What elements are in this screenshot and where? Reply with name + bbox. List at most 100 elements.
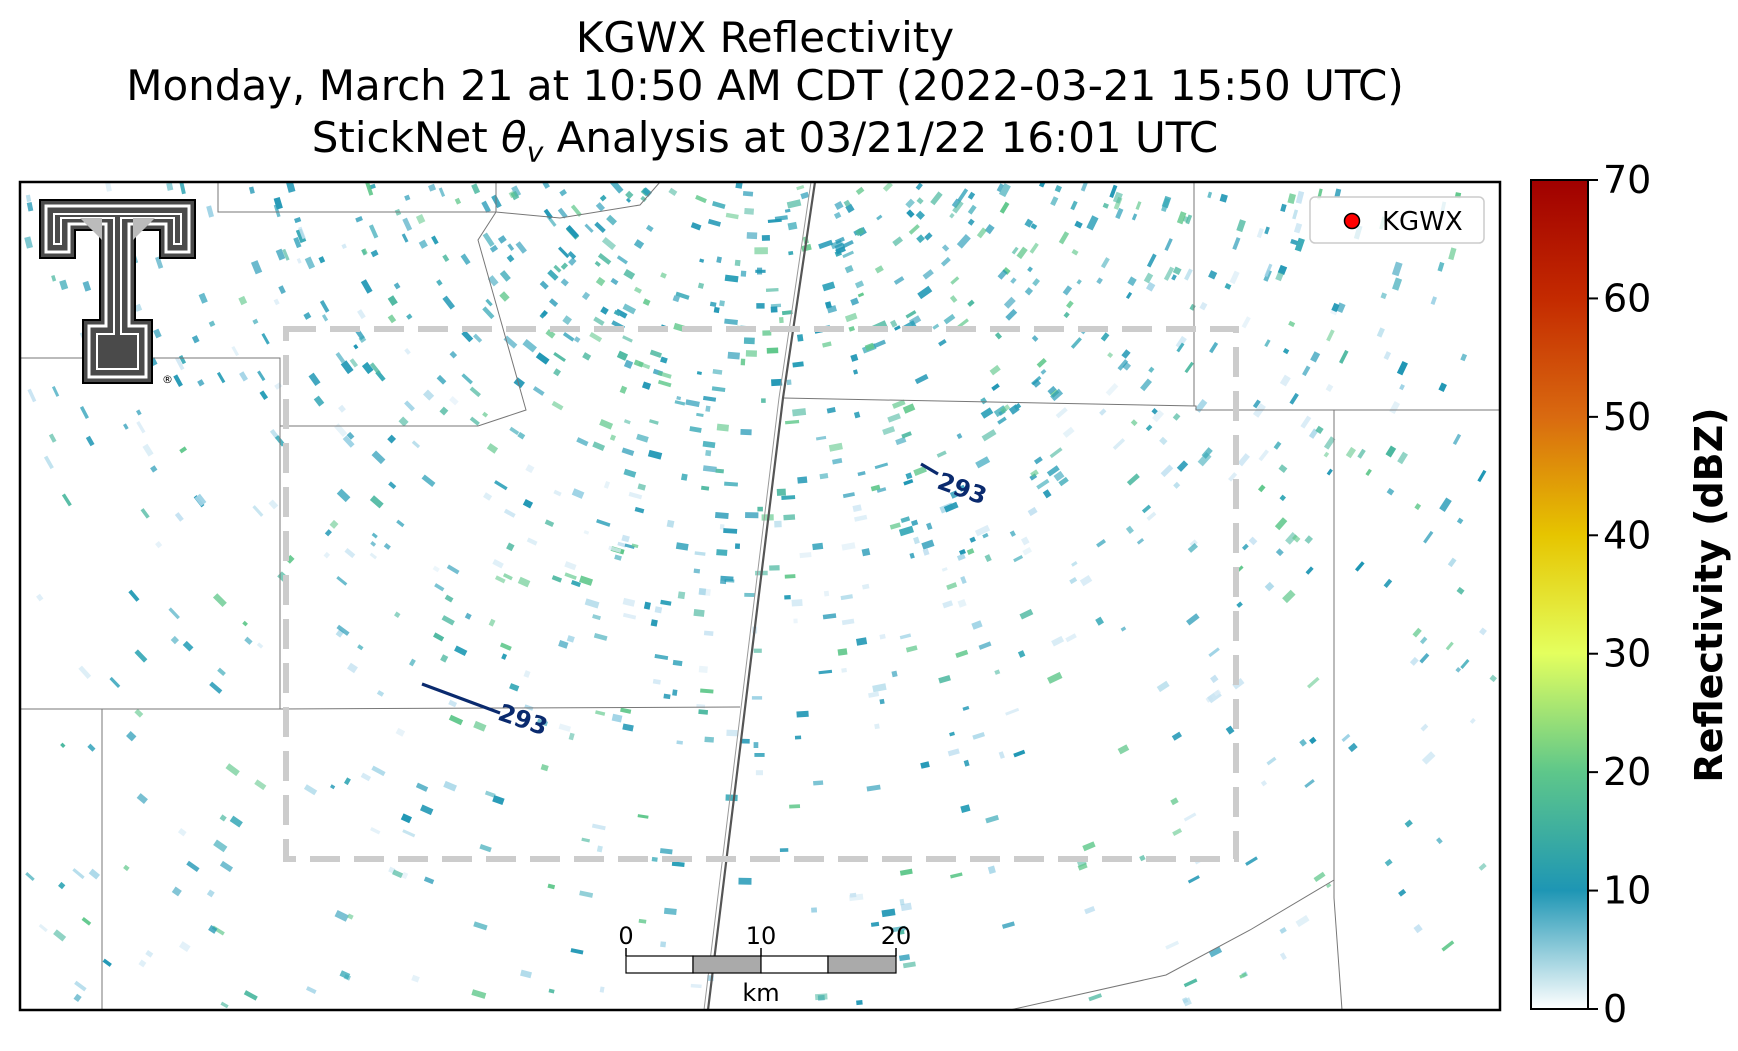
- radar-gate: [461, 330, 474, 343]
- radar-gate: [1135, 201, 1142, 210]
- radar-gate: [576, 437, 589, 447]
- radar-gate: [769, 565, 780, 571]
- radar-gate: [1151, 408, 1158, 415]
- radar-gate: [1074, 220, 1083, 229]
- radar-gate: [344, 547, 356, 559]
- radar-gate: [53, 929, 67, 942]
- radar-gate: [672, 295, 680, 303]
- radar-gate: [138, 959, 147, 968]
- radar-gate: [950, 276, 960, 285]
- radar-gate: [887, 413, 901, 423]
- radar-gate: [1386, 487, 1395, 496]
- radar-gate: [1398, 888, 1407, 897]
- radar-gate: [943, 313, 956, 325]
- county-line: [782, 397, 1500, 411]
- radar-gate: [387, 295, 398, 307]
- radar-gate: [998, 751, 1005, 759]
- radar-gate: [926, 522, 933, 531]
- radar-gate: [1096, 538, 1107, 548]
- radar-gate: [1027, 266, 1033, 273]
- radar-gate: [949, 731, 955, 737]
- radar-gate: [535, 352, 550, 365]
- radar-gate: [371, 765, 386, 777]
- radar-gate: [828, 442, 843, 452]
- radar-gate: [471, 183, 481, 195]
- radar-gate: [1063, 311, 1070, 319]
- radar-gate: [892, 236, 904, 247]
- radar-gate: [638, 918, 647, 924]
- radar-gate: [324, 529, 332, 537]
- scale-tick-0: 0: [618, 922, 633, 950]
- radar-gate: [967, 191, 976, 200]
- radar-gate: [440, 654, 449, 663]
- radar-gate: [1069, 577, 1078, 585]
- radar-gate: [1102, 202, 1109, 209]
- radar-gate: [197, 379, 205, 387]
- radar-gate: [857, 292, 865, 298]
- radar-gate: [754, 247, 768, 255]
- radar-gate: [1412, 627, 1422, 638]
- radar-gate: [304, 256, 316, 270]
- radar-gate: [1003, 296, 1016, 309]
- radar-gate: [905, 472, 913, 480]
- radar-gate: [1131, 213, 1138, 221]
- radar-gate: [660, 941, 667, 948]
- theta-symbol: θ: [501, 113, 527, 162]
- radar-gate: [901, 431, 912, 439]
- radar-gate: [473, 921, 488, 931]
- radar-gate: [436, 279, 443, 286]
- radar-gate: [182, 640, 194, 652]
- radar-gate: [446, 564, 460, 575]
- radar-gate: [1139, 854, 1146, 862]
- radar-gate: [1323, 451, 1330, 458]
- radar-gate: [698, 588, 707, 596]
- radar-gate: [1260, 780, 1268, 787]
- radar-gate: [705, 405, 711, 412]
- radar-gate: [1130, 419, 1138, 427]
- radar-gate: [1419, 653, 1430, 664]
- radar-gate: [1282, 589, 1296, 604]
- radar-gate: [1020, 536, 1030, 546]
- radar-gate: [719, 300, 725, 307]
- colorbar-tick-label: 30: [1603, 632, 1651, 676]
- radar-gate: [915, 182, 923, 191]
- radar-gate: [1181, 997, 1189, 1004]
- radar-gate: [393, 282, 401, 290]
- radar-gate: [724, 318, 738, 326]
- radar-gate: [976, 227, 987, 239]
- radar-gate: [1304, 779, 1315, 789]
- radar-gate: [513, 377, 525, 389]
- radar-gate: [1399, 383, 1405, 391]
- radar-gate: [1437, 261, 1445, 272]
- radar-gate: [950, 872, 963, 879]
- radar-gate: [1264, 263, 1273, 278]
- radar-gate: [506, 254, 515, 263]
- radar-gate: [1077, 862, 1088, 871]
- radar-gate: [882, 426, 896, 436]
- radar-gate: [714, 512, 729, 520]
- radar-gate: [660, 272, 667, 279]
- radar-gate: [854, 514, 868, 522]
- radar-gate: [1448, 247, 1457, 261]
- radar-gate: [1460, 658, 1470, 670]
- radar-gate: [225, 763, 240, 777]
- colorbar-tick-label: 10: [1603, 869, 1651, 913]
- radar-gate: [59, 279, 69, 291]
- radar-gate: [1323, 436, 1336, 450]
- radar-gate: [824, 301, 832, 309]
- radar-gate: [893, 325, 901, 331]
- radar-gate: [734, 543, 741, 550]
- radar-gate: [633, 239, 645, 250]
- radar-gate: [25, 194, 32, 203]
- radar-gate: [81, 916, 92, 926]
- radar-gate: [220, 1001, 229, 1009]
- radar-gate: [1186, 613, 1200, 626]
- radar-gate: [1264, 339, 1271, 348]
- radar-gate: [1159, 436, 1168, 446]
- radar-gate: [942, 600, 954, 609]
- radar-gate: [128, 589, 140, 602]
- radar-gate: [548, 988, 555, 994]
- radar-gate: [206, 889, 215, 898]
- radar-gate: [444, 594, 454, 603]
- radar-gate: [619, 385, 628, 394]
